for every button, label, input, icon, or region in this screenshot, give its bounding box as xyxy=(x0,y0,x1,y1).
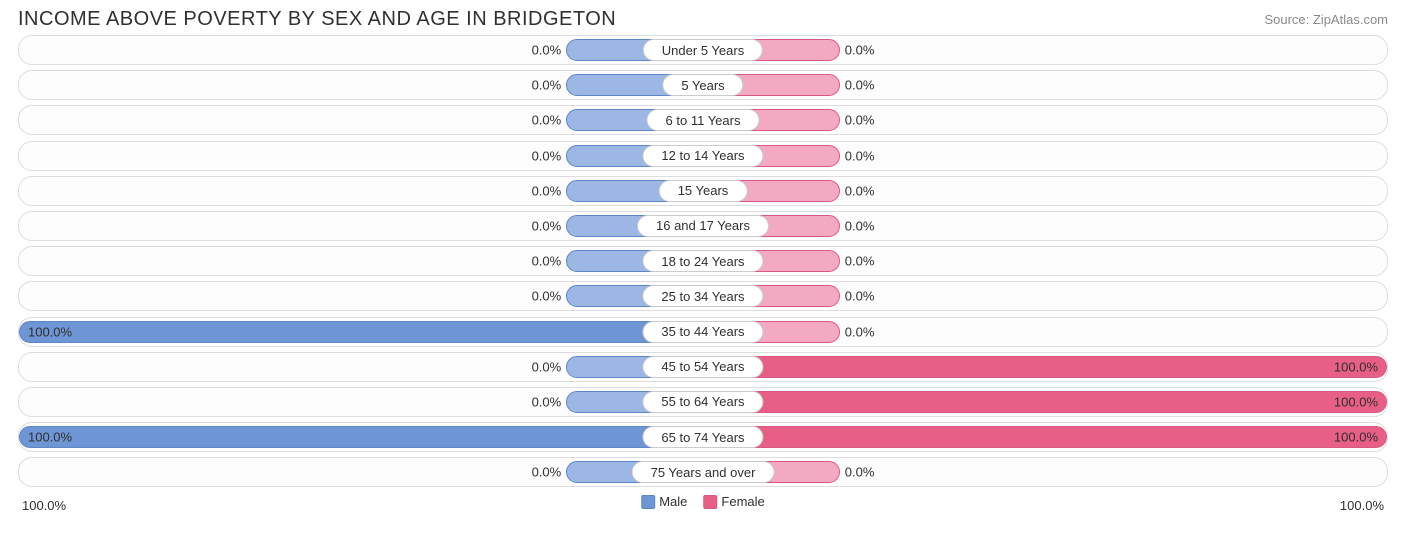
male-value-label: 0.0% xyxy=(532,183,562,198)
chart-footer: 100.0% Male Female 100.0% xyxy=(0,492,1406,532)
female-value-label: 0.0% xyxy=(845,78,875,93)
chart-row: 100.0% 100.0% 65 to 74 Years xyxy=(18,422,1388,452)
male-swatch-icon xyxy=(641,495,655,509)
chart-row: 0.0% 0.0% 15 Years xyxy=(18,176,1388,206)
chart-title: INCOME ABOVE POVERTY BY SEX AND AGE IN B… xyxy=(18,8,616,31)
male-value-label: 0.0% xyxy=(532,43,562,58)
male-value-label: 100.0% xyxy=(28,430,72,445)
chart-row: 0.0% 0.0% 75 Years and over xyxy=(18,457,1388,487)
category-pill: 75 Years and over xyxy=(632,461,775,483)
female-bar: 100.0% xyxy=(703,356,1387,378)
category-pill: 15 Years xyxy=(659,180,748,202)
chart-row: 0.0% 100.0% 45 to 54 Years xyxy=(18,352,1388,382)
chart-area: 0.0%0.0%Under 5 Years0.0%0.0%5 Years0.0%… xyxy=(0,35,1406,487)
female-value-label: 0.0% xyxy=(845,218,875,233)
female-value-label: 0.0% xyxy=(845,465,875,480)
chart-row: 0.0% 0.0% 12 to 14 Years xyxy=(18,141,1388,171)
male-value-label: 0.0% xyxy=(532,148,562,163)
female-value-label: 100.0% xyxy=(1334,359,1378,374)
chart-row: 0.0% 0.0% 18 to 24 Years xyxy=(18,246,1388,276)
male-value-label: 0.0% xyxy=(532,289,562,304)
legend-item-male: Male xyxy=(641,494,687,509)
chart-row: 0.0% 100.0% 55 to 64 Years xyxy=(18,387,1388,417)
category-pill: 5 Years xyxy=(662,74,743,96)
female-value-label: 0.0% xyxy=(845,43,875,58)
female-value-label: 100.0% xyxy=(1334,394,1378,409)
female-value-label: 0.0% xyxy=(845,183,875,198)
male-value-label: 0.0% xyxy=(532,218,562,233)
category-pill: 18 to 24 Years xyxy=(642,250,763,272)
female-value-label: 0.0% xyxy=(845,113,875,128)
legend-male-label: Male xyxy=(659,494,687,509)
category-pill: 6 to 11 Years xyxy=(647,109,760,131)
male-value-label: 0.0% xyxy=(532,254,562,269)
male-value-label: 0.0% xyxy=(532,359,562,374)
chart-row: 0.0% 0.0% 16 and 17 Years xyxy=(18,211,1388,241)
female-bar: 100.0% xyxy=(703,426,1387,448)
female-value-label: 0.0% xyxy=(845,289,875,304)
chart-row: 0.0% 0.0% Under 5 Years xyxy=(18,35,1388,65)
axis-left-label: 100.0% xyxy=(22,498,66,513)
male-bar: 100.0% xyxy=(19,321,703,343)
female-value-label: 0.0% xyxy=(845,254,875,269)
female-bar: 100.0% xyxy=(703,391,1387,413)
category-pill: 16 and 17 Years xyxy=(637,215,769,237)
chart-row: 100.0% 0.0% 35 to 44 Years xyxy=(18,317,1388,347)
axis-right-label: 100.0% xyxy=(1340,498,1384,513)
chart-row: 0.0% 0.0% 5 Years xyxy=(18,70,1388,100)
male-bar: 100.0% xyxy=(19,426,703,448)
female-swatch-icon xyxy=(703,495,717,509)
legend-item-female: Female xyxy=(703,494,764,509)
category-pill: 65 to 74 Years xyxy=(642,426,763,448)
category-pill: 45 to 54 Years xyxy=(642,356,763,378)
male-value-label: 0.0% xyxy=(532,78,562,93)
male-value-label: 100.0% xyxy=(28,324,72,339)
legend-female-label: Female xyxy=(721,494,764,509)
male-value-label: 0.0% xyxy=(532,394,562,409)
chart-row: 0.0% 0.0% 6 to 11 Years xyxy=(18,105,1388,135)
category-pill: 12 to 14 Years xyxy=(642,145,763,167)
category-pill: 35 to 44 Years xyxy=(642,321,763,343)
female-value-label: 0.0% xyxy=(845,324,875,339)
category-pill: 25 to 34 Years xyxy=(642,285,763,307)
female-value-label: 100.0% xyxy=(1334,430,1378,445)
chart-source: Source: ZipAtlas.com xyxy=(1264,8,1388,27)
male-value-label: 0.0% xyxy=(532,113,562,128)
female-value-label: 0.0% xyxy=(845,148,875,163)
category-pill: Under 5 Years xyxy=(643,39,763,61)
chart-row: 0.0% 0.0% 25 to 34 Years xyxy=(18,281,1388,311)
chart-header: INCOME ABOVE POVERTY BY SEX AND AGE IN B… xyxy=(0,0,1406,35)
male-value-label: 0.0% xyxy=(532,465,562,480)
legend: Male Female xyxy=(641,494,765,509)
category-pill: 55 to 64 Years xyxy=(642,391,763,413)
